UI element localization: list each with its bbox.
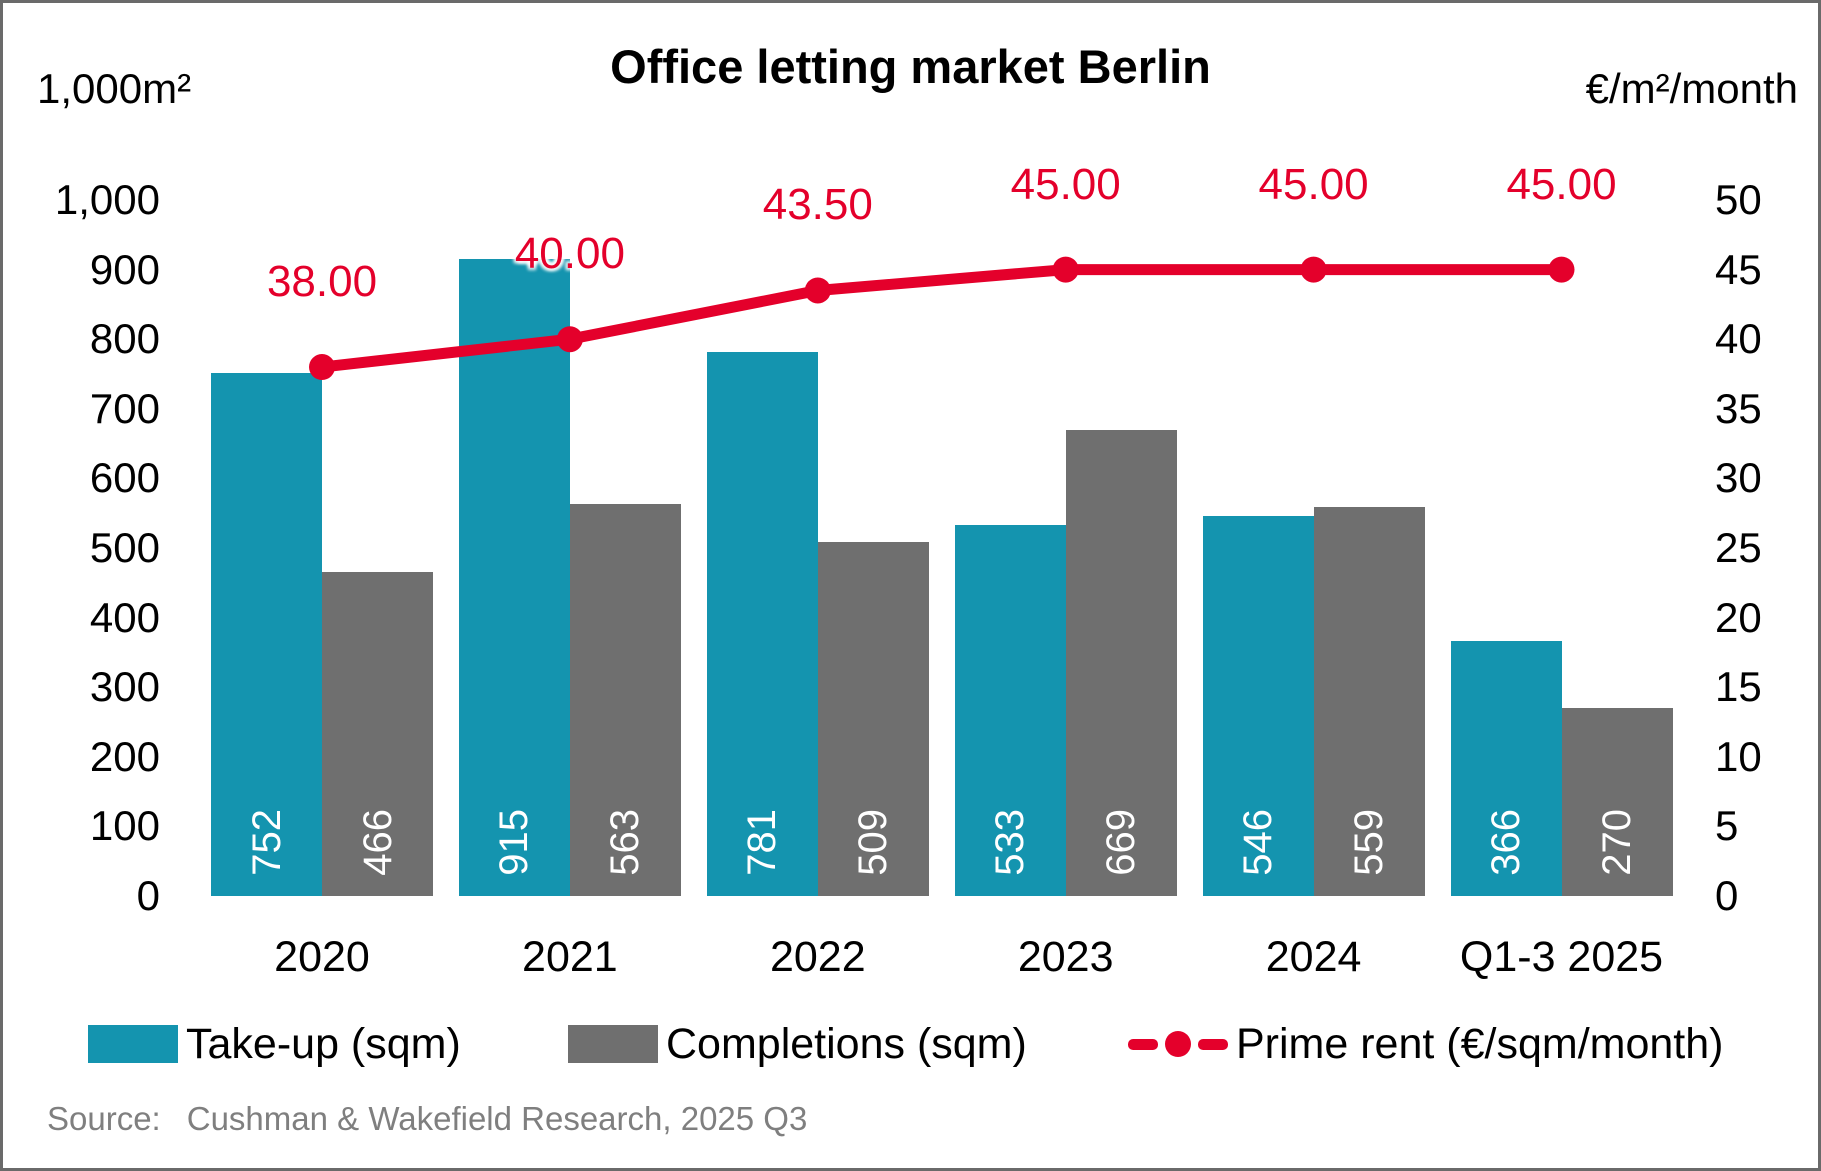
bar-value-text: 270: [1595, 809, 1639, 876]
right-axis-tick: 50: [1715, 176, 1762, 223]
prime-rent-marker: [1548, 256, 1575, 283]
bar-value-label: 781: [707, 809, 818, 876]
x-axis-label: 2021: [522, 933, 618, 981]
left-axis-tick: 700: [89, 384, 160, 432]
take-up-bar: 546: [1202, 515, 1314, 896]
source-note: Source: Cushman & Wakefield Research, 202…: [47, 1100, 807, 1138]
prime-rent-value-label: 40.00: [514, 229, 625, 279]
bar-value-label: 533: [955, 809, 1066, 876]
left-axis-tick: 800: [89, 315, 160, 363]
right-axis-tick: 25: [1715, 524, 1762, 571]
bar-value-label: 546: [1203, 809, 1314, 876]
x-axis-label: 2020: [274, 933, 370, 981]
bar-value-label: 669: [1066, 809, 1177, 876]
left-axis-tick: 0: [136, 872, 160, 919]
bar-value-text: 669: [1099, 809, 1144, 876]
bar-value-text: 915: [492, 809, 537, 876]
x-axis-label: 2024: [1265, 933, 1362, 981]
take-up-bar: 366: [1450, 641, 1562, 896]
bar-value-label: 559: [1314, 809, 1425, 876]
right-axis-tick: 30: [1715, 454, 1762, 502]
right-axis-tick: 15: [1715, 663, 1762, 711]
prime-rent-marker: [1300, 256, 1327, 283]
bar-value-label: 270: [1562, 809, 1673, 876]
bar-value-text: 559: [1347, 809, 1392, 876]
prime-rent-line-marker-icon: [1128, 1025, 1228, 1063]
left-axis-tick: 400: [89, 593, 160, 641]
bar-value-text: 752: [244, 809, 289, 876]
bar-value-label: 915: [459, 809, 570, 876]
prime-rent-value-label: 45.00: [1506, 159, 1617, 209]
prime-rent-value-label: 43.50: [762, 180, 873, 230]
prime-rent-marker: [1052, 256, 1079, 283]
left-axis-tick: 900: [89, 245, 160, 293]
left-axis-tick: 200: [89, 732, 160, 780]
prime-rent-marker: [804, 277, 831, 304]
bar-value-label: 509: [818, 809, 929, 876]
right-axis-tick: 10: [1715, 732, 1762, 780]
bar-value-text: 366: [1484, 809, 1528, 876]
completions-swatch-icon: [568, 1025, 658, 1063]
bar-value-label: 563: [570, 809, 681, 876]
legend-item-completions: Completions (sqm): [568, 1019, 1027, 1068]
source-text: Cushman & Wakefield Research, 2025 Q3: [186, 1100, 808, 1137]
bar-value-label: 366: [1451, 809, 1562, 876]
left-axis-tick: 300: [89, 663, 160, 711]
bar-value-text: 466: [355, 809, 400, 876]
legend-item-prime-rent: Prime rent (€/sqm/month): [1128, 1019, 1724, 1068]
x-axis-label: 2022: [769, 933, 866, 981]
bar-value-text: 509: [851, 809, 896, 876]
right-axis-tick: 5: [1715, 802, 1739, 850]
bar-value-label: 466: [322, 809, 433, 876]
right-axis-tick: 0: [1715, 872, 1739, 919]
take-up-bar: 752: [211, 372, 322, 896]
left-axis-tick: 600: [89, 454, 160, 502]
take-up-bar: 915: [458, 259, 570, 896]
legend-item-take-up: Take-up (sqm): [88, 1019, 461, 1068]
completions-bar: 509: [817, 541, 929, 896]
take-up-bar: 533: [954, 525, 1066, 896]
chart-title: Office letting market Berlin: [610, 40, 1211, 93]
completions-bar: 270: [1561, 708, 1673, 896]
bar-value-text: 533: [988, 809, 1033, 876]
take-up-bar: 781: [706, 352, 818, 896]
completions-bar: 559: [1313, 506, 1425, 896]
left-axis-tick: 100: [89, 802, 160, 850]
left-axis-unit-label: 1,000m²: [37, 65, 192, 112]
source-label: Source:: [47, 1100, 161, 1137]
legend-label-prime-rent: Prime rent (€/sqm/month): [1236, 1019, 1724, 1068]
take-up-swatch-icon: [88, 1025, 178, 1063]
bar-value-text: 563: [603, 809, 648, 876]
completions-bar: 669: [1065, 430, 1177, 896]
left-axis-tick: 500: [89, 524, 160, 571]
left-axis-tick: 1,000: [54, 176, 160, 223]
x-axis-label: Q1-3 2025: [1459, 933, 1664, 981]
completions-bar: 563: [569, 504, 681, 896]
right-axis-tick: 35: [1715, 384, 1762, 432]
legend-label-take-up: Take-up (sqm): [186, 1019, 461, 1068]
right-axis-tick: 40: [1715, 315, 1762, 363]
completions-bar: 466: [322, 571, 433, 896]
prime-rent-value-label: 45.00: [1258, 159, 1369, 209]
x-axis-label: 2023: [1017, 933, 1114, 981]
bar-value-text: 781: [740, 809, 785, 876]
bar-value-text: 546: [1236, 809, 1281, 876]
prime-rent-value-label: 45.00: [1010, 159, 1121, 209]
bar-value-label: 752: [211, 809, 322, 876]
prime-rent-value-label: 38.00: [266, 257, 378, 307]
right-axis-tick: 20: [1715, 593, 1762, 641]
legend-label-completions: Completions (sqm): [666, 1019, 1027, 1068]
right-axis-tick: 45: [1715, 245, 1762, 293]
right-axis-unit-label: €/m²/month: [1585, 65, 1798, 112]
